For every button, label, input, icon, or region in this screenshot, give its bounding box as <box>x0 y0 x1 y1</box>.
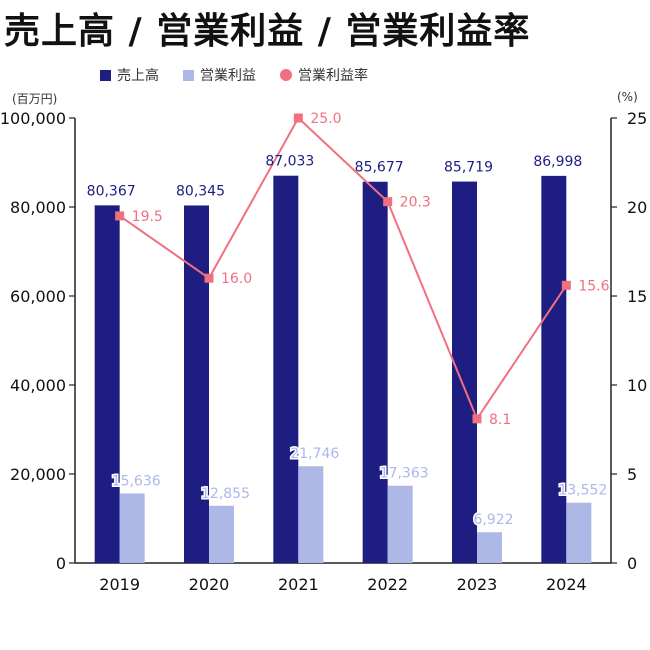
data-label-sales: 80,367 <box>87 183 136 199</box>
bar-sales <box>184 205 209 563</box>
point-margin <box>204 273 214 283</box>
x-tick-label: 2021 <box>278 575 319 594</box>
data-label-sales: 87,033 <box>265 154 314 170</box>
bar-profit <box>119 493 145 563</box>
bar-profit <box>566 502 592 563</box>
bar-profit <box>298 466 324 563</box>
left-tick-label: 60,000 <box>10 287 66 306</box>
chart-title: 売上高 / 営業利益 / 営業利益率 <box>4 11 531 52</box>
bar-sales <box>362 181 388 563</box>
data-label-margin: 8.1 <box>489 412 511 428</box>
left-tick-label: 40,000 <box>10 376 66 395</box>
left-tick-label: 80,000 <box>10 198 66 217</box>
line-margin <box>119 116 568 421</box>
data-label-sales: 85,677 <box>355 160 404 176</box>
bar-sales <box>452 181 477 563</box>
data-label-margin: 25.0 <box>310 111 341 127</box>
bar-profit <box>209 505 234 563</box>
bar-sales <box>541 175 567 564</box>
point-margin <box>383 197 393 207</box>
data-label-profit: 21,746 <box>290 446 339 462</box>
bar-sales <box>94 205 120 563</box>
x-tick-label: 2024 <box>546 575 587 594</box>
legend-item-margin: 営業利益率 <box>280 65 368 85</box>
legend: 売上高 営業利益 営業利益率 <box>100 66 392 84</box>
left-tick-label: 100,000 <box>0 109 66 128</box>
legend-swatch-profit <box>183 69 194 81</box>
data-label-profit: 15,636 <box>112 473 161 489</box>
left-tick-label: 0 <box>56 554 66 573</box>
data-label-sales: 85,719 <box>444 160 493 176</box>
bar-profit <box>387 485 413 563</box>
data-label-profit: 6,922 <box>473 512 513 528</box>
point-margin <box>472 414 482 424</box>
legend-label-sales: 売上高 <box>117 68 159 84</box>
data-label-profit: 17,363 <box>380 466 429 482</box>
point-margin <box>561 280 571 290</box>
point-margin <box>115 211 125 221</box>
right-tick-label: 25 <box>627 109 647 128</box>
data-label-margin: 20.3 <box>400 195 431 211</box>
x-tick-label: 2020 <box>189 575 230 594</box>
left-tick-label: 20,000 <box>10 465 66 484</box>
bar-profit <box>477 532 502 563</box>
data-label-margin: 15.6 <box>578 278 609 294</box>
legend-swatch-sales <box>100 69 111 81</box>
legend-label-profit: 営業利益 <box>200 68 256 84</box>
point-margin <box>293 113 303 123</box>
legend-item-profit: 営業利益 <box>183 65 256 85</box>
data-label-profit: 12,855 <box>201 486 250 502</box>
legend-item-sales: 売上高 <box>100 65 159 85</box>
right-tick-label: 0 <box>627 554 637 573</box>
data-label-sales: 80,345 <box>176 183 225 199</box>
data-label-sales: 86,998 <box>533 154 582 170</box>
right-tick-label: 20 <box>627 198 647 217</box>
legend-label-margin: 営業利益率 <box>298 68 368 84</box>
data-label-profit: 13,552 <box>558 483 607 499</box>
x-tick-label: 2019 <box>99 575 140 594</box>
left-axis-unit: (百万円) <box>12 92 58 106</box>
right-tick-label: 15 <box>627 287 647 306</box>
bar-sales <box>273 175 299 563</box>
x-tick-label: 2023 <box>457 575 498 594</box>
data-label-margin: 19.5 <box>132 209 163 225</box>
x-tick-label: 2022 <box>367 575 408 594</box>
legend-swatch-margin <box>280 69 292 81</box>
right-tick-label: 5 <box>627 465 637 484</box>
data-label-margin: 16.0 <box>221 271 252 287</box>
right-tick-label: 10 <box>627 376 647 395</box>
right-axis-unit: (%) <box>617 90 638 104</box>
